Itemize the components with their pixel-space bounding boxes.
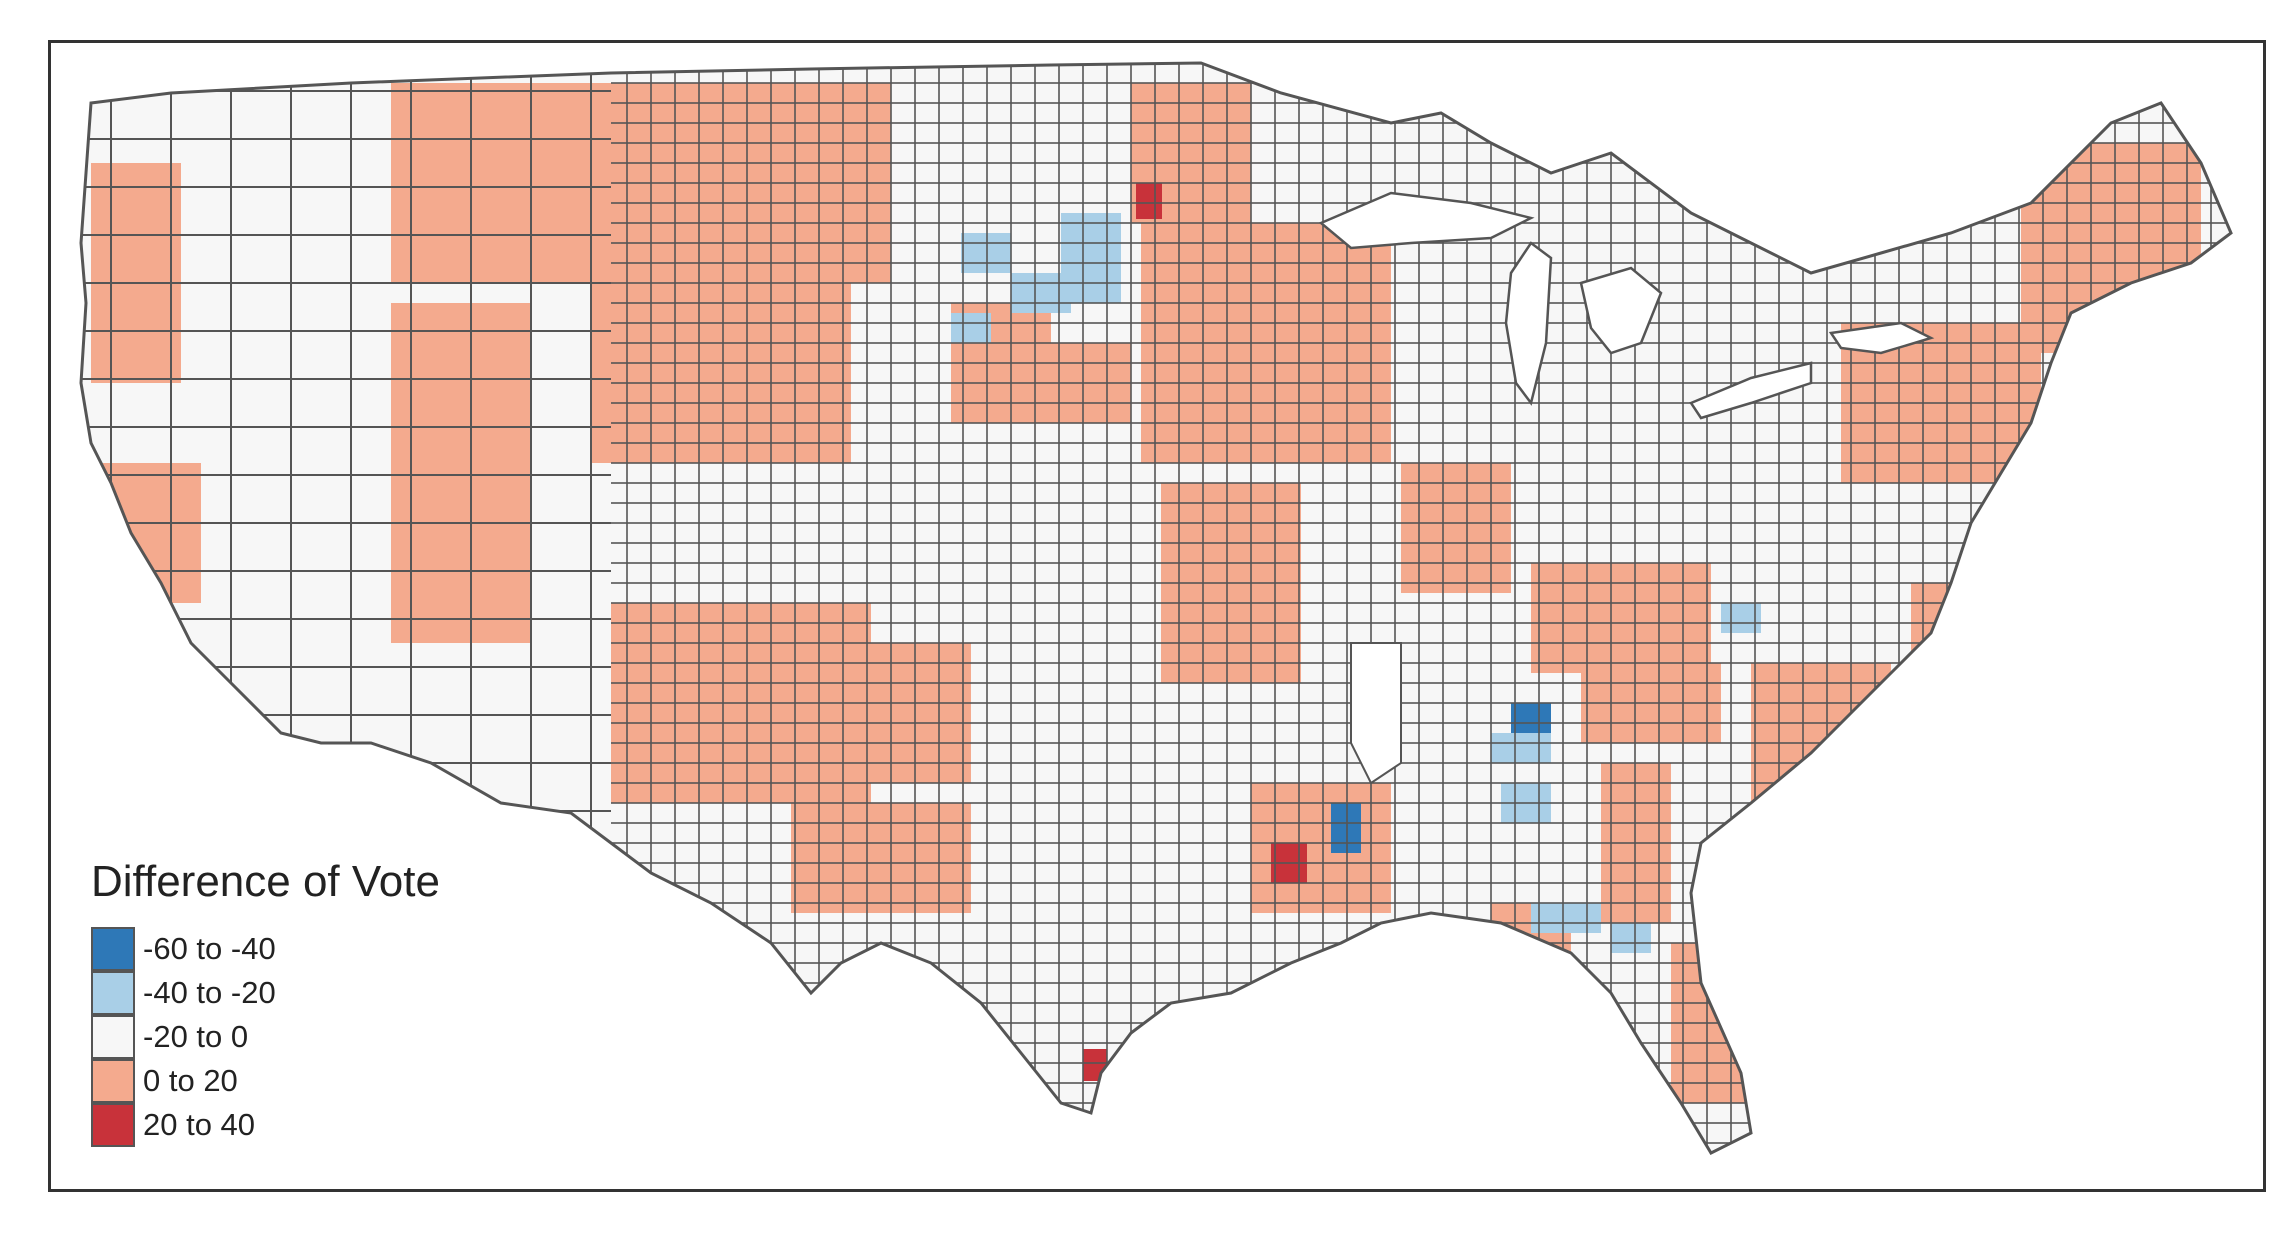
legend-swatch [91,1103,135,1147]
legend-label: 20 to 40 [143,1107,256,1142]
legend-label: -60 to -40 [143,931,276,966]
legend-swatch [91,971,135,1015]
legend-label: -40 to -20 [143,975,276,1010]
legend-item: -40 to -20 [91,971,440,1015]
legend-item: 20 to 40 [91,1103,440,1147]
legend-label: -20 to 0 [143,1019,249,1054]
legend-item: -20 to 0 [91,1015,440,1059]
map-legend: Difference of Vote -60 to -40 -40 to -20… [91,857,440,1147]
us-county-map [79,61,2233,1155]
legend-swatch [91,927,135,971]
legend-title: Difference of Vote [91,857,440,906]
legend-item: 0 to 20 [91,1059,440,1103]
legend-swatch [91,1059,135,1103]
legend-swatch [91,1015,135,1059]
map-frame: Difference of Vote -60 to -40 -40 to -20… [48,40,2266,1192]
legend-item: -60 to -40 [91,927,440,971]
legend-label: 0 to 20 [143,1063,238,1098]
